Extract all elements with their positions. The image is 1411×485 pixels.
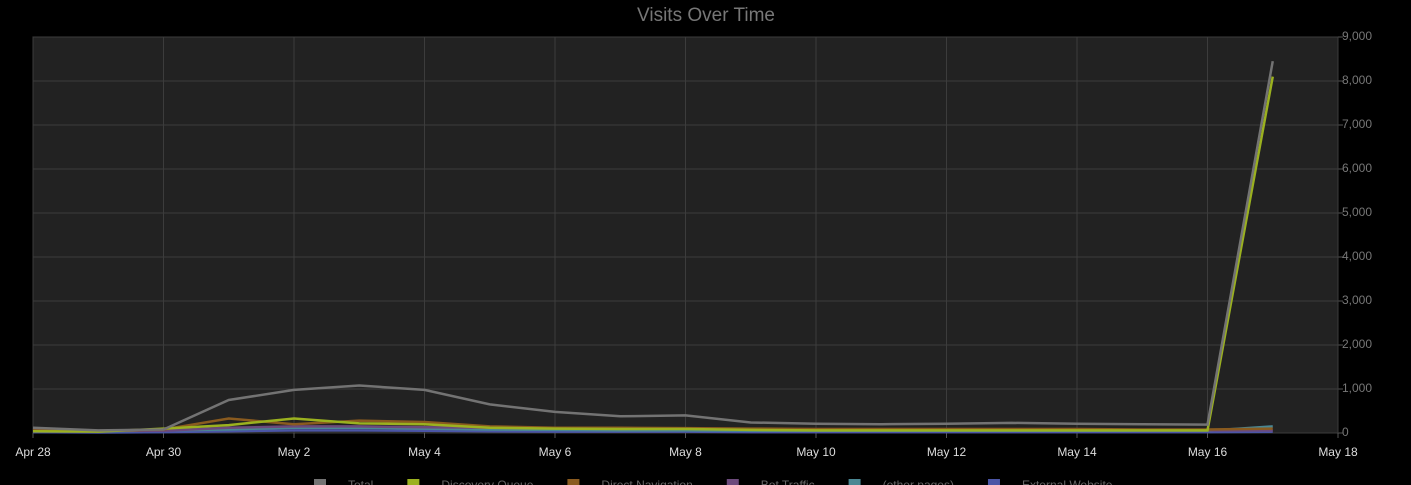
x-tick-label: May 10 [796, 445, 836, 459]
x-tick-label: May 18 [1318, 445, 1358, 459]
legend-swatch [407, 479, 420, 485]
x-tick-label: Apr 30 [146, 445, 182, 459]
y-tick-label: 3,000 [1342, 293, 1372, 307]
x-tick-label: May 4 [408, 445, 441, 459]
legend-label: Total [348, 478, 373, 485]
legend-label: Bot Traffic [761, 478, 815, 485]
legend-swatch [848, 479, 861, 485]
legend-swatch [726, 479, 739, 485]
y-tick-label: 8,000 [1342, 73, 1372, 87]
legend-swatch [314, 479, 326, 485]
legend-label: External Website [1022, 478, 1113, 485]
legend-swatch [987, 479, 1000, 485]
chart-title: Visits Over Time [637, 5, 775, 26]
x-tick-label: May 14 [1057, 445, 1097, 459]
x-tick-label: May 12 [927, 445, 967, 459]
legend-label: (other pages) [883, 478, 954, 485]
series-line [32, 60, 1274, 432]
x-tick-label: May 2 [278, 445, 311, 459]
y-tick-label: 7,000 [1342, 117, 1372, 131]
y-tick-label: 1,000 [1342, 381, 1372, 395]
y-tick-label: 0 [1342, 425, 1349, 439]
y-tick-label: 4,000 [1342, 249, 1372, 263]
legend-label: Discovery Queue [441, 478, 533, 485]
legend-swatch [567, 479, 580, 485]
legend-label: Direct Navigation [601, 478, 692, 485]
y-tick-label: 9,000 [1342, 29, 1372, 43]
y-tick-label: 6,000 [1342, 161, 1372, 175]
x-tick-label: May 8 [669, 445, 702, 459]
x-tick-label: May 16 [1188, 445, 1228, 459]
series-line [32, 429, 1273, 434]
y-tick-label: 2,000 [1342, 337, 1372, 351]
y-tick-label: 5,000 [1342, 205, 1372, 219]
x-tick-label: Apr 28 [15, 445, 51, 459]
series-line [32, 76, 1274, 433]
x-tick-label: May 6 [539, 445, 572, 459]
